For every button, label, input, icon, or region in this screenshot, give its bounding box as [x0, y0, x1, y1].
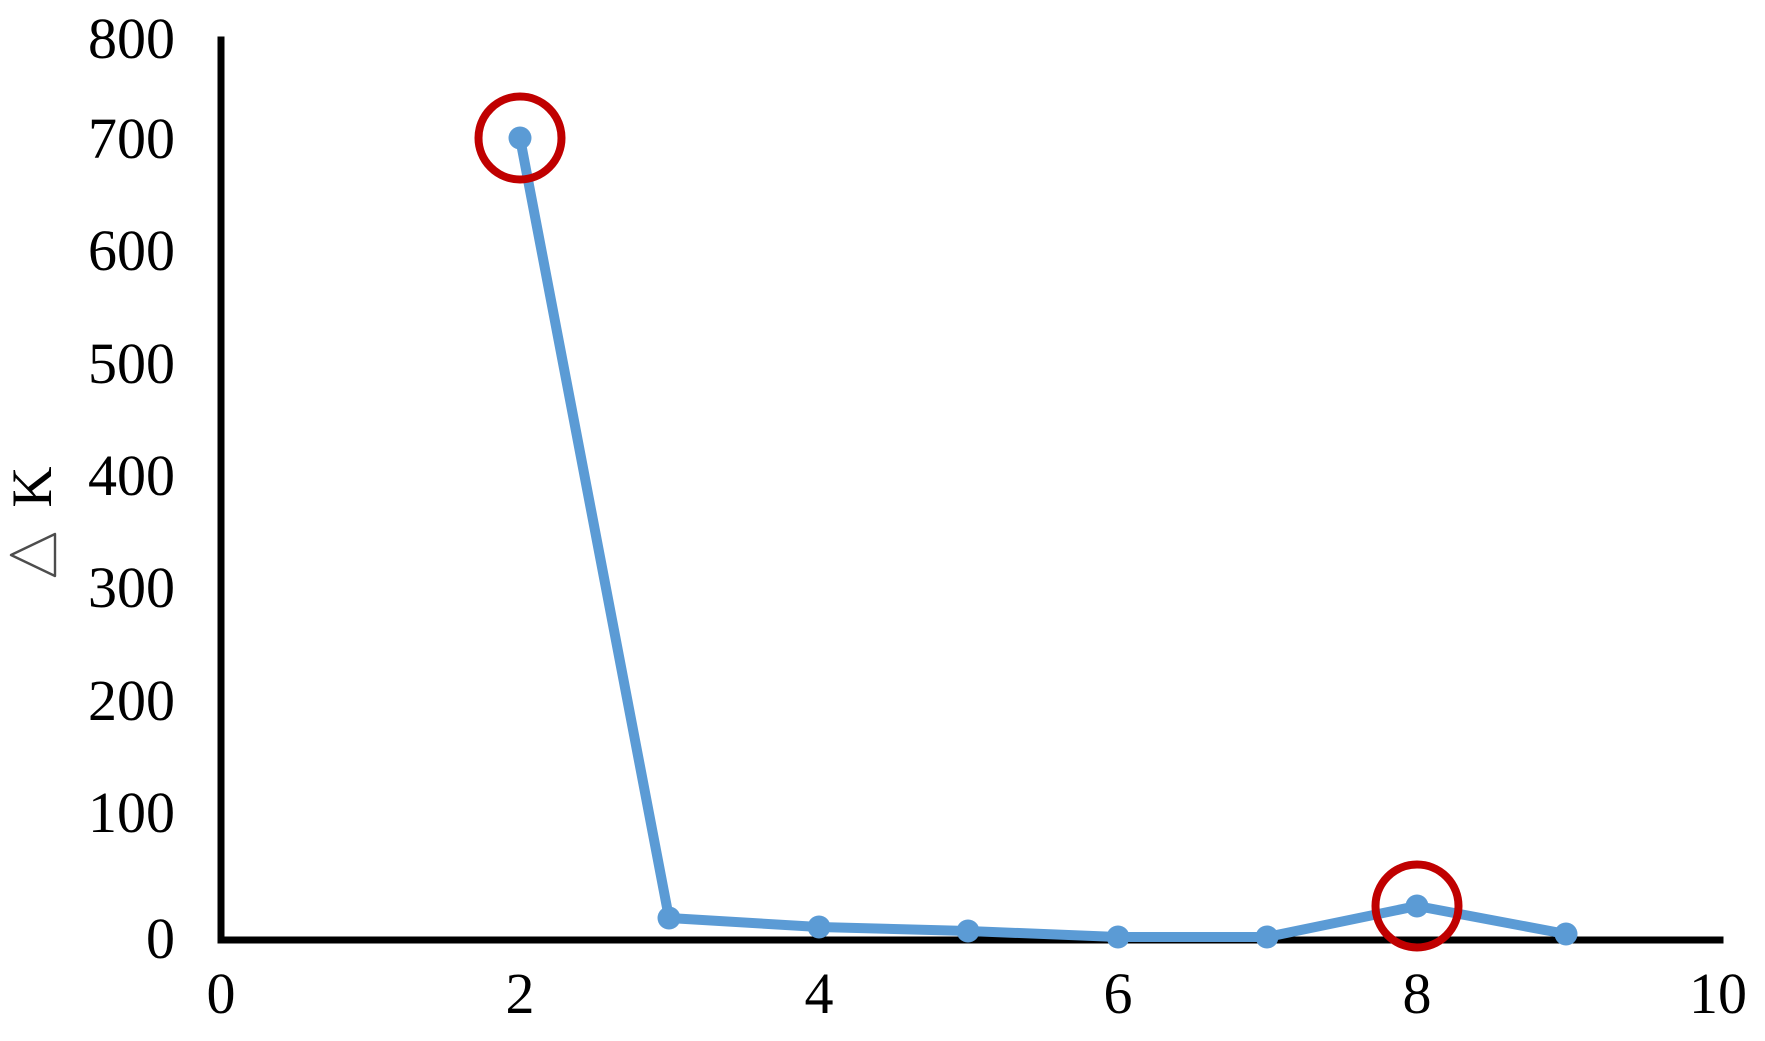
svg-text:4: 4	[805, 961, 834, 1026]
svg-text:800: 800	[88, 6, 175, 71]
svg-text:0: 0	[207, 961, 236, 1026]
svg-text:200: 200	[88, 668, 175, 733]
svg-text:10: 10	[1689, 961, 1747, 1026]
svg-text:700: 700	[88, 106, 175, 171]
svg-text:8: 8	[1403, 961, 1432, 1026]
svg-text:2: 2	[506, 961, 535, 1026]
svg-text:300: 300	[88, 555, 175, 620]
svg-text:6: 6	[1104, 961, 1133, 1026]
svg-text:500: 500	[88, 331, 175, 396]
svg-text:K: K	[1, 466, 64, 507]
svg-text:100: 100	[88, 780, 175, 845]
svg-text:600: 600	[88, 218, 175, 283]
svg-text:0: 0	[146, 906, 175, 971]
svg-text:400: 400	[88, 443, 175, 508]
